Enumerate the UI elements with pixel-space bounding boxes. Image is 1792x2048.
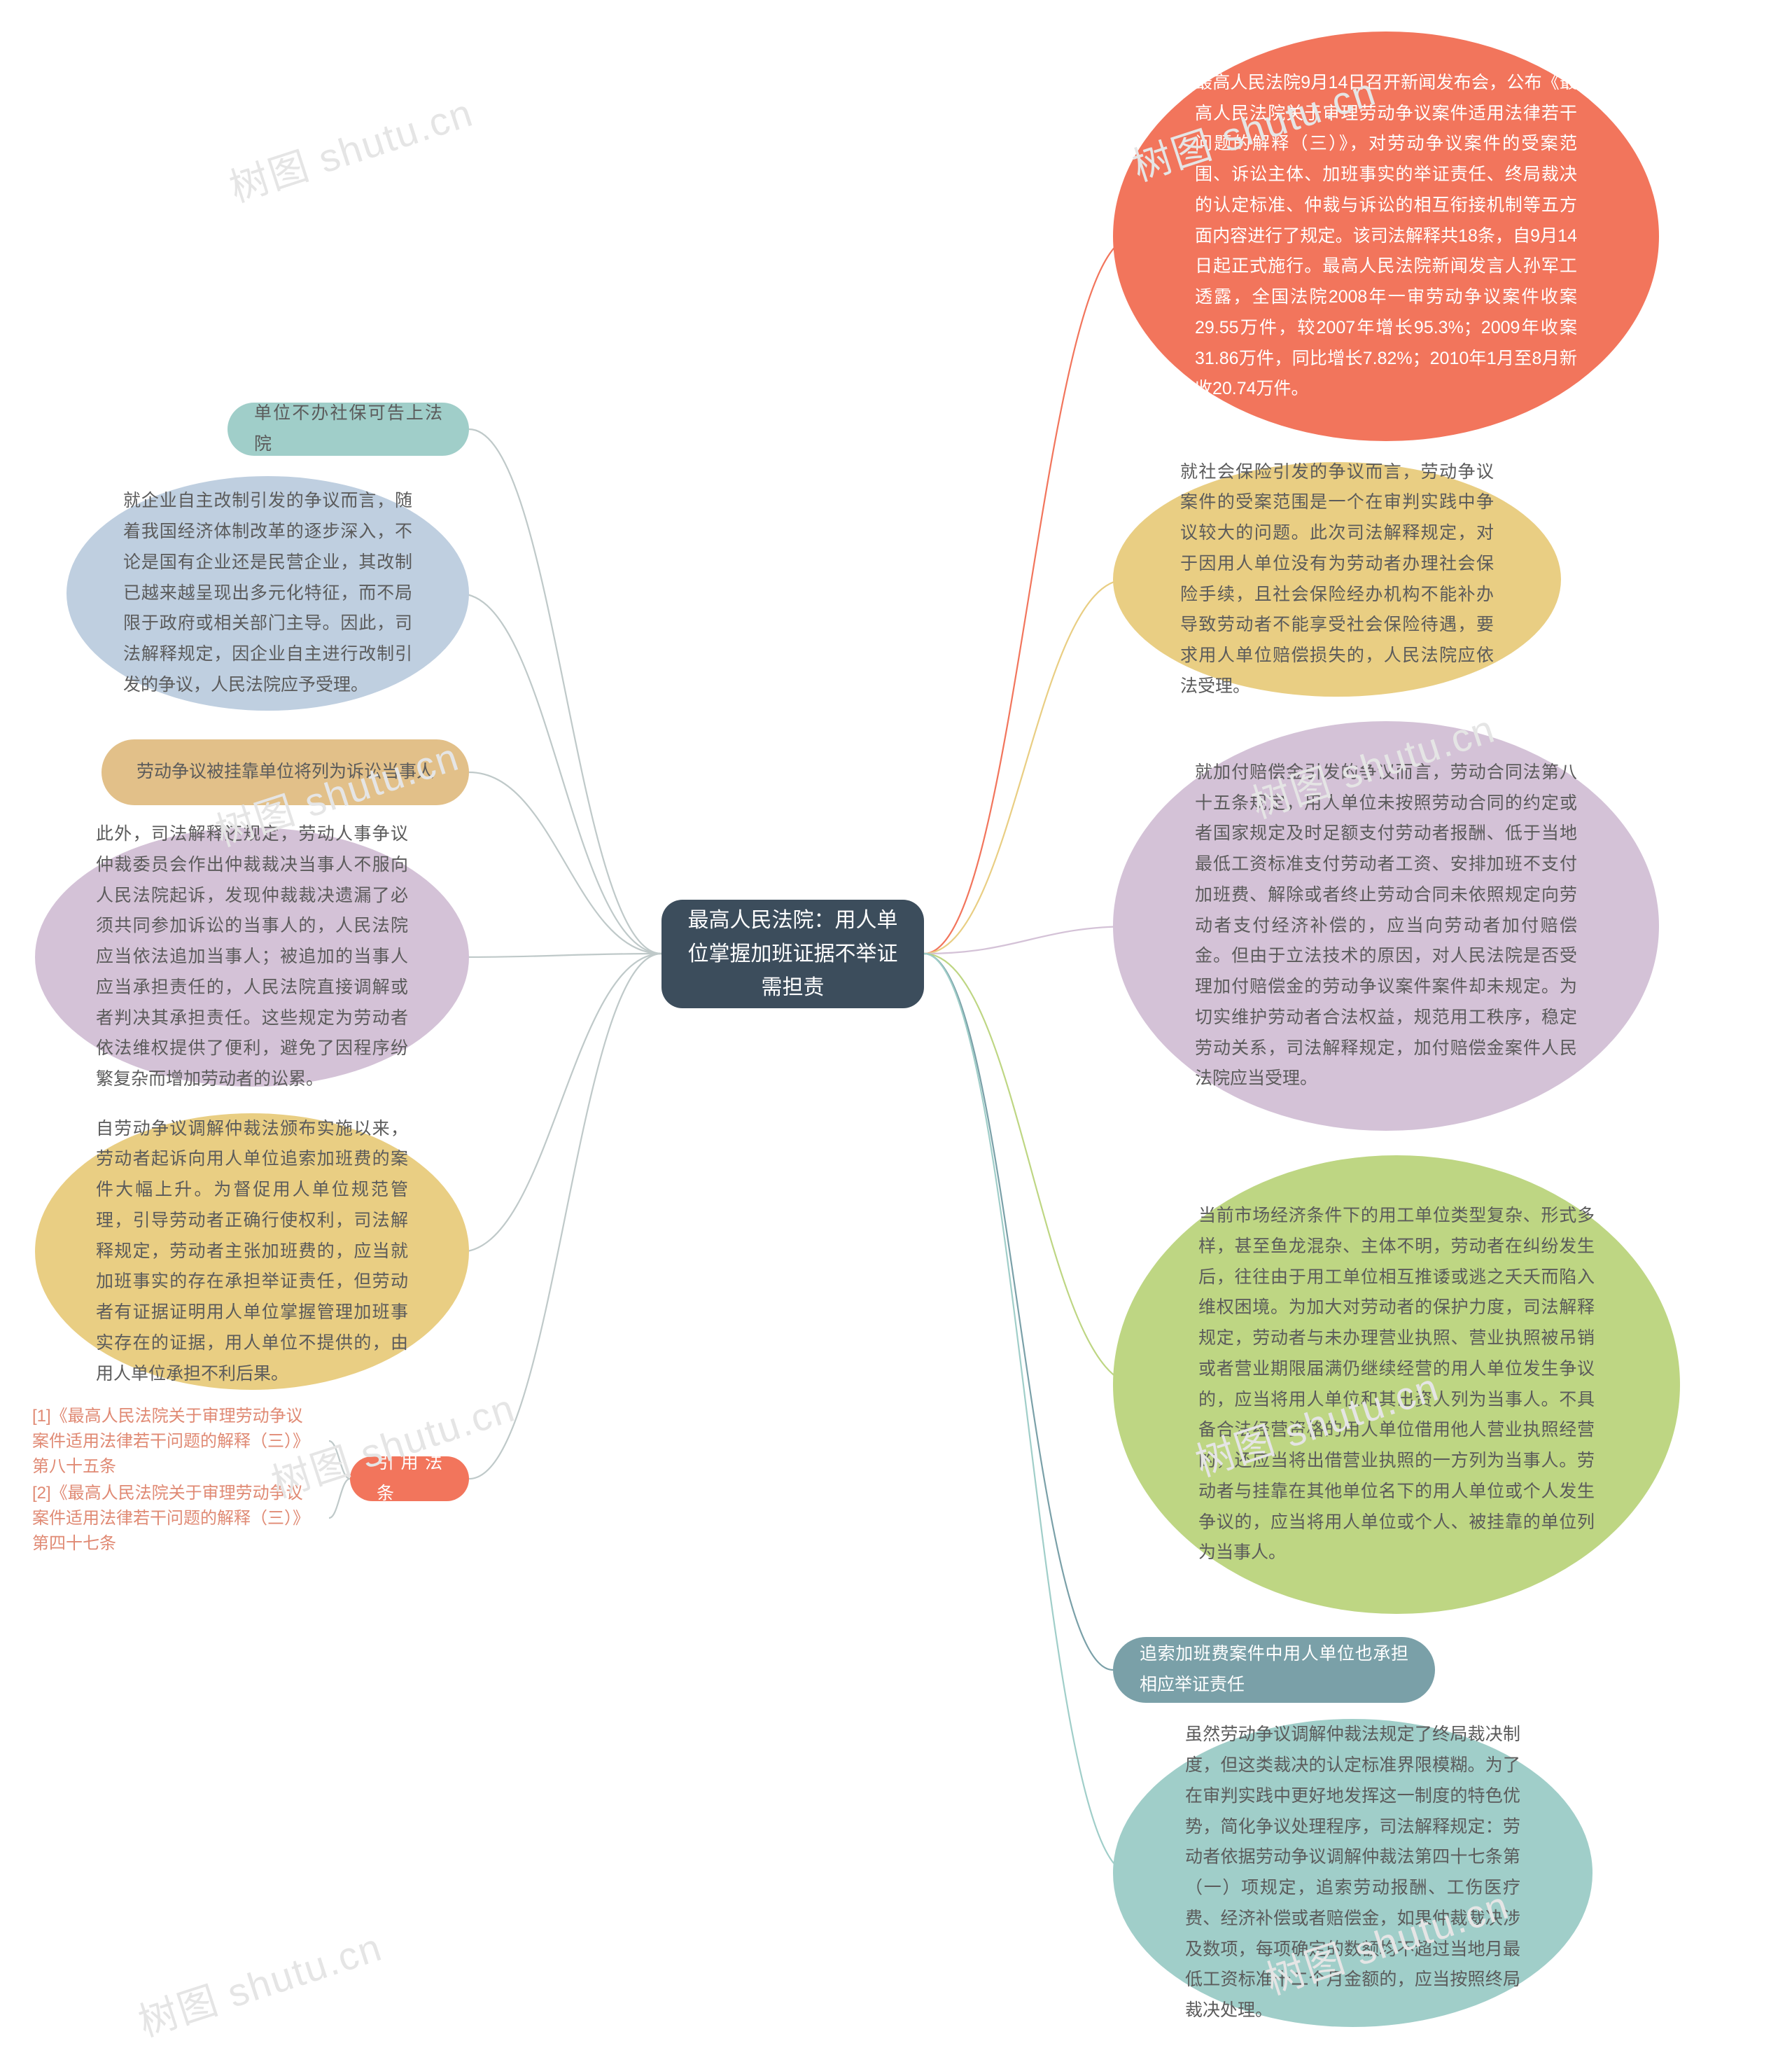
citation-2: [2]《最高人民法院关于审理劳动争议案件适用法律若干问题的解释（三）》 第四十七… bbox=[21, 1494, 329, 1543]
citation-1: [1]《最高人民法院关于审理劳动争议案件适用法律若干问题的解释（三）》 第八十五… bbox=[21, 1417, 329, 1466]
left-node-2: 就企业自主改制引发的争议而言，随着我国经济体制改革的逐步深入，不论是国有企业还是… bbox=[66, 476, 469, 711]
right-node-1: 最高人民法院9月14日召开新闻发布会，公布《最高人民法院关于审理劳动争议案件适用… bbox=[1113, 32, 1659, 441]
right-node-6: 虽然劳动争议调解仲裁法规定了终局裁决制度，但这类裁决的认定标准界限模糊。为了在审… bbox=[1113, 1719, 1592, 2027]
right-node-5: 追索加班费案件中用人单位也承担相应举证责任 bbox=[1113, 1637, 1435, 1703]
left-node-4: 此外，司法解释还规定，劳动人事争议仲裁委员会作出仲裁裁决当事人不服向人民法院起诉… bbox=[35, 828, 469, 1087]
right-node-4: 当前市场经济条件下的用工单位类型复杂、形式多样，甚至鱼龙混杂、主体不明，劳动者在… bbox=[1113, 1155, 1680, 1614]
right-node-2: 就社会保险引发的争议而言，劳动争议案件的受案范围是一个在审判实践中争议较大的问题… bbox=[1113, 462, 1561, 697]
left-node-5: 自劳动争议调解仲裁法颁布实施以来，劳动者起诉向用人单位追索加班费的案件大幅上升。… bbox=[35, 1113, 469, 1390]
left-node-1: 单位不办社保可告上法院 bbox=[227, 403, 469, 456]
center-node: 最高人民法院：用人单位掌握加班证据不举证 需担责 bbox=[662, 900, 924, 1008]
right-node-3: 就加付赔偿金引发的争议而言，劳动合同法第八十五条规定，用人单位未按照劳动合同的约… bbox=[1113, 721, 1659, 1131]
left-node-cite: 引用法条 bbox=[350, 1456, 469, 1501]
watermark: 树图 shutu.cn bbox=[130, 1916, 388, 2048]
left-node-3: 劳动争议被挂靠单位将列为诉讼当事人 bbox=[102, 739, 469, 805]
watermark: 树图 shutu.cn bbox=[221, 81, 479, 214]
mindmap-canvas: 最高人民法院：用人单位掌握加班证据不举证 需担责 最高人民法院9月14日召开新闻… bbox=[0, 0, 1792, 2031]
